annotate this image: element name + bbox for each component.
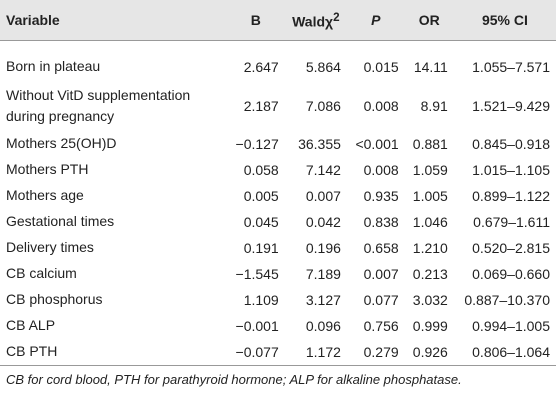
- results-table: Variable B Waldχ2 P OR 95% CI Born in plateau…: [0, 0, 556, 366]
- table-row: Gestational times 0.045 0.042 0.838 1.046 0.6…: [0, 209, 556, 235]
- value-cell: 0.213: [412, 265, 448, 282]
- value-cell: 2.187: [243, 97, 279, 114]
- table-row: Born in plateau 2.647 5.864 0.015 14.11 1.055…: [0, 41, 556, 81]
- footnote: CB for cord blood, PTH for parathyroid h…: [6, 372, 462, 387]
- value-cell: 3.127: [305, 291, 341, 308]
- column-header: Variable: [0, 0, 227, 41]
- column-header: Waldχ2: [284, 0, 347, 41]
- value-cell: 0.520–2.815: [472, 239, 550, 256]
- value-cell: 0.005: [243, 187, 279, 204]
- header-superscript: 2: [333, 10, 340, 24]
- header-row: Variable B Waldχ2 P OR 95% CI: [0, 0, 556, 41]
- value-cell: 1.059: [412, 161, 448, 178]
- variable-cell: Mothers PTH: [6, 161, 89, 177]
- value-cell: 0.096: [305, 317, 341, 334]
- value-cell: 0.191: [243, 239, 279, 256]
- value-cell: 0.077: [363, 291, 399, 308]
- value-cell: 0.935: [363, 187, 399, 204]
- column-header: 95% CI: [453, 0, 556, 41]
- value-cell: 1.046: [412, 213, 448, 230]
- value-cell: 2.647: [243, 58, 279, 75]
- value-cell: 14.11: [413, 58, 448, 75]
- table-row: Mothers 25(OH)D −0.127 36.355 <0.001 0.881 0.…: [0, 131, 556, 157]
- value-cell: 7.142: [305, 161, 341, 178]
- column-header: P: [346, 0, 405, 41]
- table-row: CB ALP −0.001 0.096 0.756 0.999 0.994–1.005: [0, 313, 556, 339]
- variable-cell: CB phosphorus: [6, 291, 103, 307]
- value-cell: 0.015: [363, 58, 399, 75]
- table-row: CB calcium −1.545 7.189 0.007 0.213 0.069–0.6…: [0, 261, 556, 287]
- variable-cell: Mothers age: [6, 187, 84, 203]
- value-cell: 0.838: [363, 213, 399, 230]
- value-cell: 0.999: [412, 317, 448, 334]
- value-cell: 0.881: [412, 135, 448, 152]
- value-cell: 1.109: [243, 291, 279, 308]
- value-cell: 0.007: [305, 187, 341, 204]
- variable-cell: CB PTH: [0, 338, 227, 366]
- value-cell: 5.864: [305, 58, 341, 75]
- value-cell: 1.210: [412, 239, 448, 256]
- column-header: B: [227, 0, 285, 41]
- value-cell: 0.806–1.064: [453, 338, 556, 366]
- value-cell: 0.926: [404, 338, 454, 366]
- value-cell: 1.005: [412, 187, 448, 204]
- table-body: Born in plateau 2.647 5.864 0.015 14.11 1.055…: [0, 41, 556, 366]
- variable-cell: CB calcium: [6, 265, 77, 281]
- value-cell: 0.008: [363, 161, 399, 178]
- value-cell: 1.015–1.105: [472, 161, 550, 178]
- variable-cell: CB ALP: [6, 317, 56, 333]
- value-cell: 0.045: [243, 213, 279, 230]
- value-cell: 0.008: [363, 97, 399, 114]
- value-cell: 7.189: [305, 265, 341, 282]
- value-cell: 8.91: [420, 97, 448, 114]
- value-cell: 0.007: [363, 265, 399, 282]
- value-cell: 0.679–1.611: [473, 213, 550, 230]
- value-cell: <0.001: [355, 135, 399, 152]
- value-cell: 0.899–1.122: [472, 187, 550, 204]
- table-row: CB phosphorus 1.109 3.127 0.077 3.032 0.887–1…: [0, 287, 556, 313]
- value-cell: 3.032: [412, 291, 448, 308]
- value-cell: 0.279: [346, 338, 405, 366]
- value-cell: 7.086: [305, 97, 341, 114]
- header-text: Waldχ: [292, 13, 334, 30]
- table-row: CB PTH −0.077 1.172 0.279 0.926 0.806–1.064: [0, 338, 556, 366]
- variable-cell: Born in plateau: [6, 58, 101, 75]
- value-cell: 0.756: [363, 317, 399, 334]
- value-cell: 0.658: [363, 239, 399, 256]
- value-cell: 0.887–10.370: [464, 291, 550, 308]
- value-cell: 1.521–9.429: [472, 97, 550, 114]
- value-cell: 0.994–1.005: [472, 317, 550, 334]
- variable-cell: Without VitD supplementation during preg…: [6, 86, 191, 124]
- value-cell: −0.077: [227, 338, 285, 366]
- value-cell: 0.069–0.660: [472, 265, 550, 282]
- table-row: Mothers PTH 0.058 7.142 0.008 1.059 1.015–1.1…: [0, 157, 556, 183]
- column-header: OR: [404, 0, 454, 41]
- value-cell: −0.127: [235, 135, 279, 152]
- value-cell: 1.055–7.571: [472, 58, 550, 75]
- variable-cell: Gestational times: [6, 213, 115, 229]
- table-row: Delivery times 0.191 0.196 0.658 1.210 0.520–…: [0, 235, 556, 261]
- value-cell: 0.845–0.918: [472, 135, 550, 152]
- value-cell: 0.042: [305, 213, 341, 230]
- value-cell: 36.355: [298, 135, 341, 152]
- variable-cell: Delivery times: [6, 239, 94, 255]
- value-cell: 1.172: [284, 338, 347, 366]
- value-cell: −0.001: [235, 317, 279, 334]
- value-cell: 0.196: [305, 239, 341, 256]
- value-cell: 0.058: [243, 161, 279, 178]
- table-row: Without VitD supplementation during preg…: [0, 81, 556, 131]
- table-row: Mothers age 0.005 0.007 0.935 1.005 0.899–1.1…: [0, 183, 556, 209]
- variable-cell: Mothers 25(OH)D: [6, 135, 117, 151]
- value-cell: −1.545: [235, 265, 279, 282]
